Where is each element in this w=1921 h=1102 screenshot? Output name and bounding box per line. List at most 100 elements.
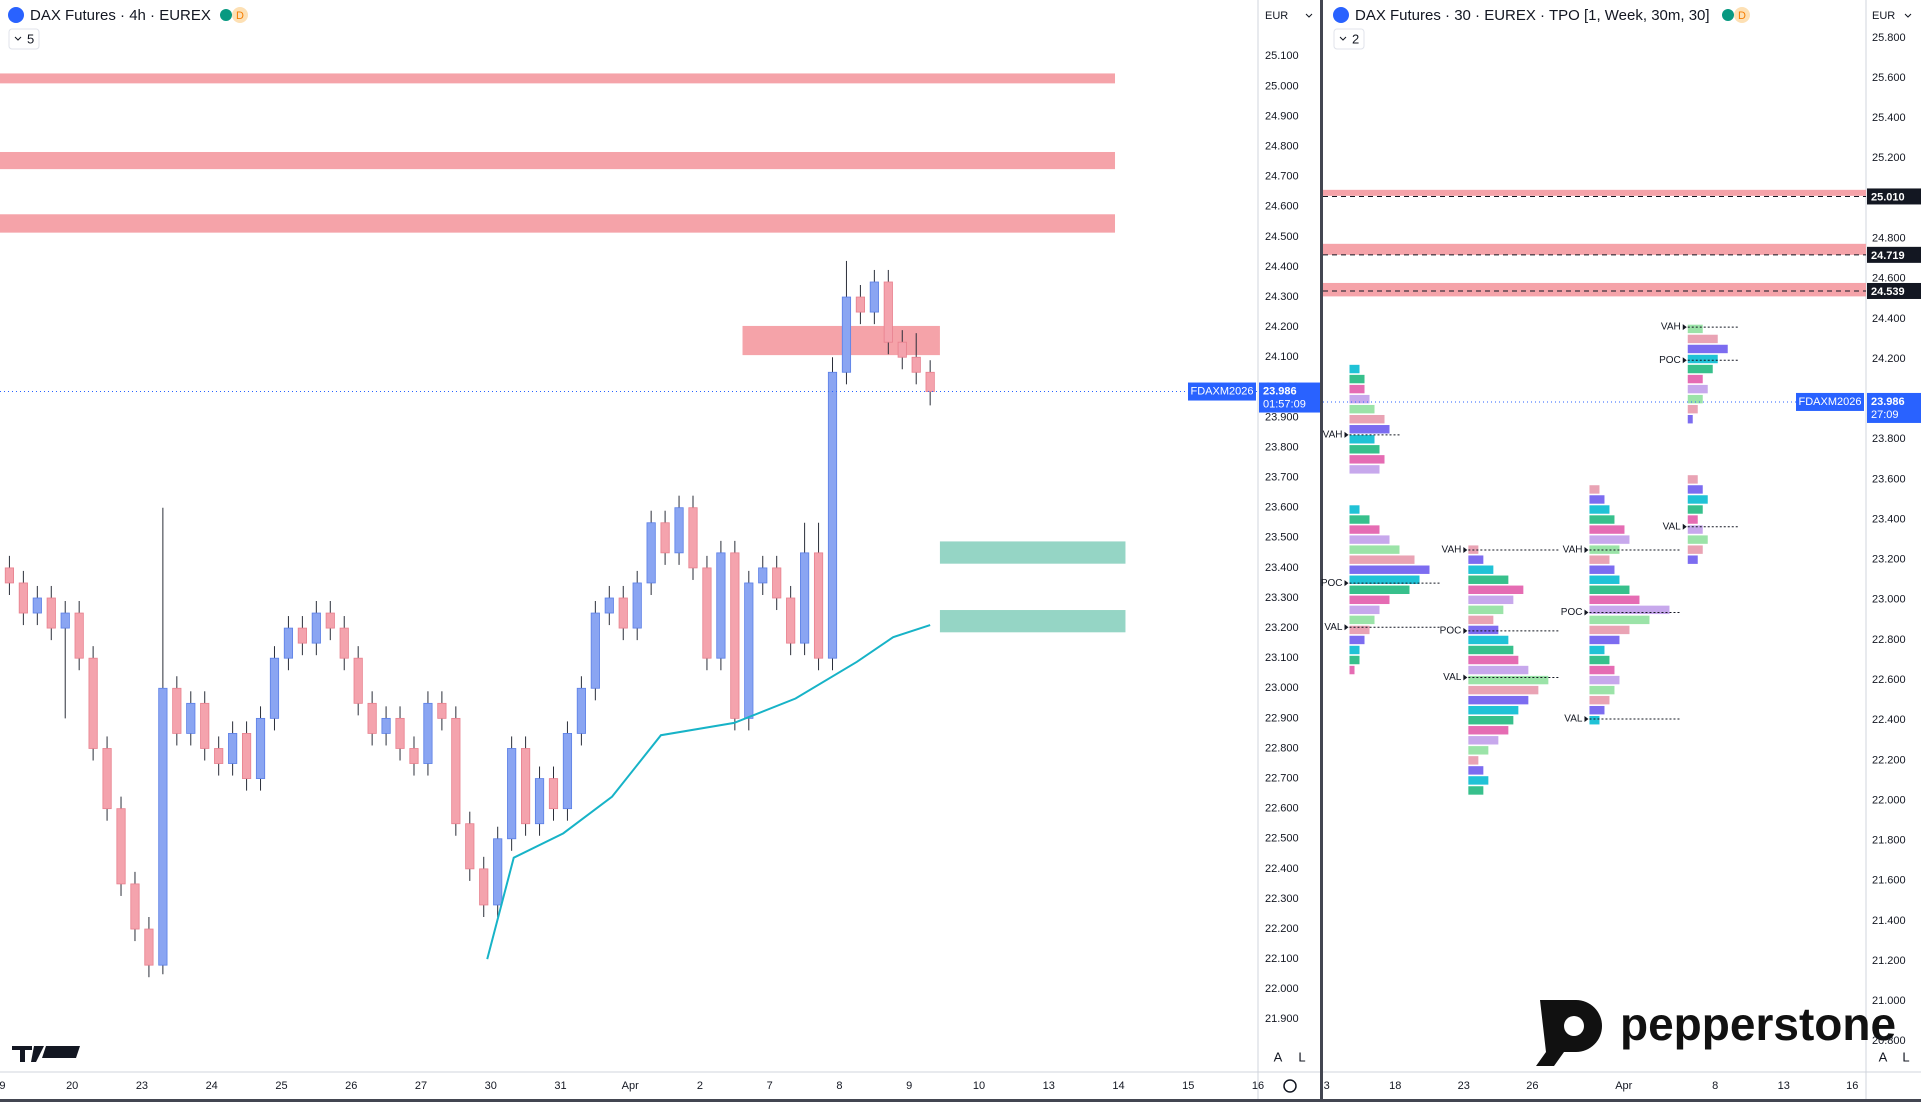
tpo-row — [1468, 746, 1489, 755]
candle-body — [897, 341, 907, 358]
symbol-box — [1188, 382, 1256, 401]
candle-body — [353, 657, 363, 704]
tpo-row — [1349, 625, 1370, 635]
y-tick-label: 21.600 — [1872, 875, 1906, 887]
indicator-toggle[interactable] — [1333, 28, 1365, 50]
y-tick-label: 23.800 — [1872, 433, 1906, 445]
tpo-level-label: VAL — [1324, 622, 1343, 633]
y-tick-label: 22.600 — [1872, 674, 1906, 686]
tpo-row — [1349, 635, 1365, 645]
tpo-row — [1468, 565, 1494, 574]
settings-icon[interactable] — [1283, 1079, 1297, 1093]
candle-body — [786, 597, 796, 644]
candle-body — [381, 717, 391, 734]
tpo-row — [1589, 705, 1605, 715]
x-tick-label: 14 — [1112, 1080, 1124, 1092]
y-tick-label: 21.200 — [1872, 955, 1906, 967]
tpo-row — [1468, 786, 1484, 795]
tpo-level-label: VAL — [1663, 521, 1682, 532]
y-tick-label: 23.000 — [1872, 594, 1906, 606]
candle-body — [507, 748, 517, 840]
tpo-level-arrow — [1344, 580, 1349, 587]
candle-body — [116, 808, 126, 885]
tpo-row — [1468, 635, 1509, 645]
tpo-level-arrow — [1682, 523, 1687, 530]
tpo-row — [1589, 555, 1610, 564]
tpo-row — [1589, 675, 1620, 685]
tpo-row — [1687, 555, 1698, 564]
tpo-row — [1589, 605, 1670, 615]
log-button[interactable]: L — [1902, 1049, 1909, 1064]
symbol-label: FDAXM2026 — [1191, 385, 1254, 397]
candle-body — [297, 627, 307, 644]
indicator-toggle[interactable] — [8, 28, 40, 50]
candle-body — [451, 717, 461, 825]
tpo-row — [1349, 384, 1365, 394]
tpo-row — [1687, 545, 1703, 554]
tpo-row — [1687, 495, 1708, 504]
countdown: 01:57:09 — [1263, 398, 1306, 410]
y-tick-label: 21.000 — [1872, 995, 1906, 1007]
tpo-row — [1349, 585, 1410, 594]
tpo-level-arrow — [1344, 431, 1349, 438]
symbol-icon[interactable] — [1333, 7, 1349, 23]
indicator-count: 5 — [27, 31, 34, 46]
level-label-box — [1867, 282, 1921, 299]
tpo-level-label: VAL — [1564, 714, 1583, 725]
currency[interactable]: EUR — [1265, 10, 1288, 22]
tpo-level-label: VAL — [1443, 672, 1462, 683]
y-tick-label: 22.400 — [1265, 863, 1299, 875]
tpo-row — [1687, 384, 1708, 394]
log-button[interactable]: L — [1298, 1049, 1305, 1064]
x-tick-label: 8 — [836, 1080, 842, 1092]
candle-body — [576, 687, 586, 734]
x-tick-label: 31 — [554, 1080, 566, 1092]
tpo-row — [1349, 364, 1360, 374]
tpo-row — [1468, 776, 1489, 785]
countdown: 27:09 — [1871, 409, 1899, 421]
y-tick-label: 23.600 — [1872, 473, 1906, 485]
tpo-row — [1468, 665, 1529, 675]
y-tick-label: 25.600 — [1872, 72, 1906, 84]
tpo-row — [1468, 685, 1539, 695]
plot-area — [1323, 189, 1866, 795]
candle-body — [493, 838, 503, 906]
y-tick-label: 22.300 — [1265, 893, 1299, 905]
candle-body — [883, 281, 893, 343]
x-tick-label: Apr — [1615, 1080, 1632, 1092]
zone — [939, 541, 1126, 564]
tpo-row — [1468, 645, 1514, 655]
level-label-box — [1867, 188, 1921, 205]
candle-body — [339, 627, 349, 659]
y-tick-label: 24.500 — [1265, 231, 1299, 243]
tpo-row — [1349, 435, 1375, 444]
tpo-row — [1687, 485, 1703, 494]
candle-body — [158, 687, 168, 966]
y-tick-label: 25.800 — [1872, 32, 1906, 44]
auto-button[interactable]: A — [1274, 1049, 1283, 1064]
y-tick-label: 22.800 — [1265, 742, 1299, 754]
tpo-level-arrow — [1584, 716, 1589, 723]
tpo-row — [1687, 414, 1693, 424]
tpo-row — [1589, 685, 1615, 695]
zone — [1323, 243, 1866, 255]
candle-body — [800, 552, 810, 644]
auto-button[interactable]: A — [1879, 1049, 1888, 1064]
candle-body — [646, 522, 656, 584]
tpo-row — [1468, 705, 1519, 715]
y-tick-label: 22.400 — [1872, 714, 1906, 726]
currency[interactable]: EUR — [1872, 10, 1895, 22]
y-tick-label: 25.100 — [1265, 50, 1299, 62]
tpo-row — [1687, 505, 1703, 514]
tpo-row — [1589, 505, 1610, 514]
x-tick-label: 26 — [1526, 1080, 1538, 1092]
tpo-row — [1349, 374, 1365, 384]
symbol-icon[interactable] — [8, 7, 24, 23]
chevron — [1305, 13, 1313, 18]
tpo-level-label: VAH — [1323, 430, 1343, 441]
y-tick-label: 23.300 — [1265, 592, 1299, 604]
candle-body — [74, 612, 84, 659]
y-tick-label: 25.400 — [1872, 112, 1906, 124]
candle-body — [325, 612, 335, 629]
